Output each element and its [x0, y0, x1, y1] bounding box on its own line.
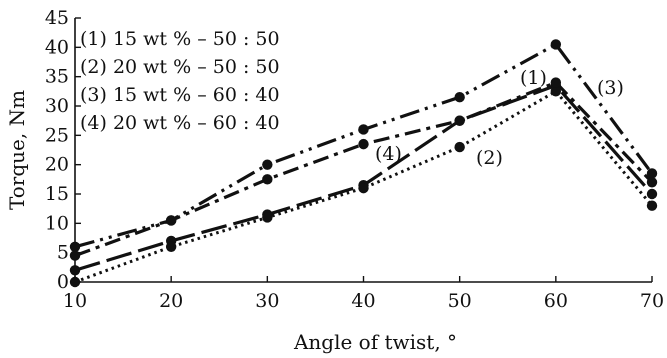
data-point-s4-70 — [646, 177, 658, 188]
data-point-s4-10 — [69, 250, 81, 261]
data-point-s2-50 — [454, 141, 465, 153]
x-tick-label: 40 — [351, 290, 375, 312]
y-tick-label: 35 — [45, 66, 69, 88]
data-point-s2-70 — [646, 200, 658, 211]
legend: (1) 15 wt % – 50 : 50 (2) 20 wt % – 50 : … — [80, 28, 280, 134]
x-tick-label: 10 — [63, 290, 87, 312]
data-point-s3-50 — [454, 92, 465, 103]
data-point-s3-60 — [550, 39, 562, 50]
y-axis-label: Torque, Nm — [5, 90, 29, 210]
series-lines — [74, 42, 654, 284]
series-annotation-4: (4) — [375, 143, 402, 165]
data-point-s3-30 — [262, 159, 273, 170]
series-annotation-3: (3) — [597, 77, 624, 99]
series-line-4 — [74, 80, 654, 258]
x-tick-label: 50 — [448, 290, 472, 312]
data-point-s3-70 — [646, 168, 658, 179]
y-tick-label: 25 — [45, 124, 69, 146]
legend-entry-1: (1) 15 wt % – 50 : 50 — [80, 28, 280, 50]
y-tick-label: 0 — [57, 271, 69, 293]
legend-entry-4: (4) 20 wt % – 60 : 40 — [80, 112, 280, 134]
data-point-s2-10 — [69, 276, 81, 288]
x-tick-label: 70 — [640, 290, 664, 312]
data-point-s3-10 — [69, 241, 81, 252]
y-tick-label: 10 — [45, 212, 69, 234]
data-point-s4-40 — [358, 138, 369, 150]
data-point-s3-40 — [358, 124, 369, 135]
series-annotation-1: (1) — [520, 67, 547, 89]
data-point-s2-30 — [262, 212, 273, 223]
x-tick-label: 60 — [544, 290, 568, 312]
data-point-s1-10 — [69, 265, 81, 276]
x-tick-label: 30 — [255, 290, 279, 312]
y-tick-label: 5 — [57, 242, 69, 264]
data-point-s2-20 — [165, 241, 177, 252]
y-tick-label: 40 — [45, 36, 69, 58]
y-tick-label: 30 — [45, 95, 69, 117]
data-point-s4-60 — [550, 77, 562, 88]
y-tick-label: 20 — [45, 154, 69, 176]
data-point-s2-60 — [550, 86, 562, 97]
series-labels: (1) (2) (3) (4) — [375, 67, 624, 169]
series-annotation-2: (2) — [476, 147, 503, 169]
y-tick-label: 15 — [45, 183, 69, 205]
x-axis-label: Angle of twist, ° — [293, 330, 457, 354]
data-point-s1-70 — [646, 188, 658, 200]
data-point-s4-30 — [262, 174, 273, 185]
legend-entry-3: (3) 15 wt % – 60 : 40 — [80, 84, 280, 106]
data-point-s2-40 — [358, 182, 369, 194]
data-point-s4-50 — [454, 115, 465, 126]
series-points — [69, 39, 658, 288]
x-ticks: 10 20 30 40 50 60 70 — [63, 276, 664, 312]
data-point-s4-20 — [165, 215, 177, 226]
y-ticks: 0 5 10 15 20 25 30 35 40 45 — [45, 7, 81, 293]
x-tick-label: 20 — [159, 290, 183, 312]
y-tick-label: 45 — [45, 7, 69, 29]
legend-entry-2: (2) 20 wt % – 50 : 50 — [80, 56, 280, 78]
